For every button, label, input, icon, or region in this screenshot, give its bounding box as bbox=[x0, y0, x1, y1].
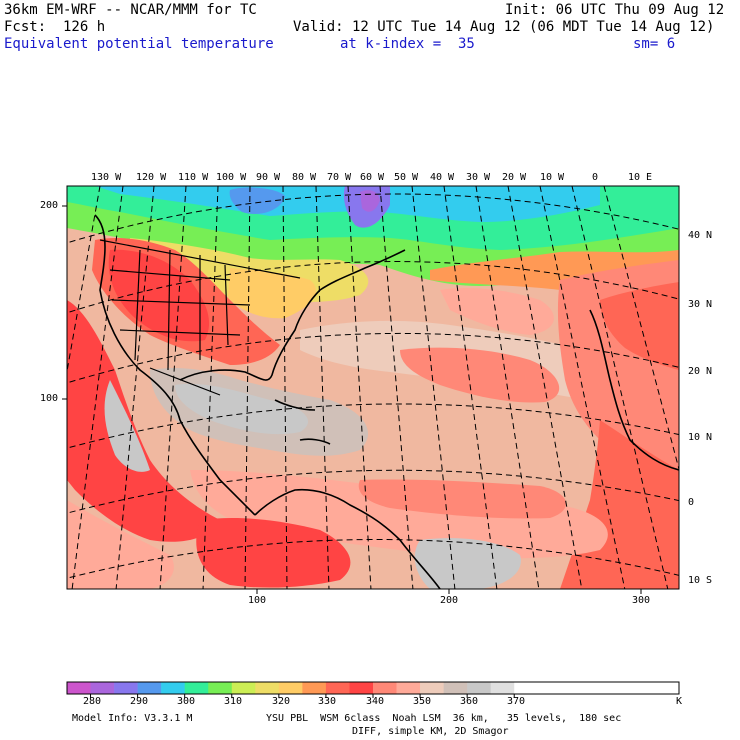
colorbar-tick-label: 340 bbox=[366, 696, 385, 707]
grid-x-label: 100 bbox=[248, 595, 267, 606]
init-time: Init: 06 UTC Thu 09 Aug 12 bbox=[505, 2, 725, 18]
colorbar-tick-label: 290 bbox=[130, 696, 149, 707]
colorbar-swatch bbox=[631, 682, 656, 694]
grid-y-label: 100 bbox=[40, 393, 59, 404]
colorbar-swatch bbox=[278, 682, 303, 694]
colorbar-swatch bbox=[608, 682, 633, 694]
lat-label: 0 bbox=[688, 497, 695, 508]
lon-label: 60 W bbox=[360, 172, 385, 183]
valid-time: Valid: 12 UTC Tue 14 Aug 12 (06 MDT Tue … bbox=[293, 19, 715, 35]
colorbar-swatch bbox=[255, 682, 280, 694]
colorbar-tick-label: 300 bbox=[177, 696, 196, 707]
lon-label: 10 W bbox=[540, 172, 565, 183]
longitude-lines bbox=[67, 186, 679, 589]
lon-label: 120 W bbox=[136, 172, 167, 183]
colorbar-swatch bbox=[302, 682, 327, 694]
colorbar-swatch bbox=[208, 682, 233, 694]
lon-label: 30 W bbox=[466, 172, 491, 183]
colorbar-unit: K bbox=[676, 696, 683, 707]
colorbar-tick-label: 280 bbox=[83, 696, 102, 707]
diffusion-info: DIFF, simple KM, 2D Smagor bbox=[352, 726, 509, 737]
lon-label: 130 W bbox=[91, 172, 122, 183]
colorbar-swatch bbox=[349, 682, 374, 694]
colorbar-swatch bbox=[184, 682, 209, 694]
colorbar-tick-label: 360 bbox=[460, 696, 479, 707]
lat-label: 20 N bbox=[688, 366, 713, 377]
lon-label: 0 bbox=[592, 172, 599, 183]
lon-label: 50 W bbox=[394, 172, 419, 183]
grid-ticks bbox=[62, 205, 642, 594]
colorbar-tick-label: 310 bbox=[224, 696, 243, 707]
political-borders bbox=[99, 239, 301, 396]
colorbar-swatch bbox=[161, 682, 185, 694]
colorbar-swatch bbox=[231, 682, 256, 694]
lat-label: 10 N bbox=[688, 432, 713, 443]
colorbar-swatch bbox=[373, 682, 397, 694]
colorbar-swatch bbox=[514, 682, 539, 694]
colorbar-tick-label: 330 bbox=[318, 696, 337, 707]
map-frame bbox=[66, 185, 680, 590]
lon-label: 110 W bbox=[178, 172, 209, 183]
lon-label: 100 W bbox=[216, 172, 247, 183]
colorbar-swatch bbox=[420, 682, 444, 694]
colorbar-swatch bbox=[561, 682, 586, 694]
field-name: Equivalent potential temperature bbox=[4, 36, 274, 52]
grid-x-label: 300 bbox=[632, 595, 651, 606]
colorbar-swatch bbox=[537, 682, 562, 694]
colorbar-swatch bbox=[325, 682, 350, 694]
lon-label: 20 W bbox=[502, 172, 527, 183]
lon-label: 40 W bbox=[430, 172, 455, 183]
grid-x-label: 200 bbox=[440, 595, 459, 606]
physics-info: YSU PBL WSM 6class Noah LSM 36 km, 35 le… bbox=[266, 713, 622, 724]
theta-e-field bbox=[67, 186, 679, 589]
lon-label: 80 W bbox=[292, 172, 317, 183]
colorbar-tick-label: 350 bbox=[413, 696, 432, 707]
grid-y-label: 200 bbox=[40, 200, 59, 211]
lon-label: 10 E bbox=[628, 172, 653, 183]
colorbar-swatch bbox=[137, 682, 162, 694]
colorbar-swatch bbox=[655, 682, 680, 694]
lat-label: 10 S bbox=[688, 575, 713, 586]
lon-label: 90 W bbox=[256, 172, 281, 183]
level-label: at k-index = 35 bbox=[340, 36, 475, 52]
model-title: 36km EM-WRF -- NCAR/MMM for TC bbox=[4, 2, 257, 18]
colorbar-tick-label: 370 bbox=[507, 696, 526, 707]
colorbar-swatch bbox=[114, 682, 138, 694]
colorbar-swatch bbox=[90, 682, 115, 694]
lat-label: 30 N bbox=[688, 299, 713, 310]
model-info: Model Info: V3.3.1 M bbox=[72, 713, 193, 724]
colorbar-swatch bbox=[467, 682, 491, 694]
smoothing-label: sm= 6 bbox=[633, 36, 676, 52]
lon-label: 70 W bbox=[327, 172, 352, 183]
colorbar-swatch bbox=[584, 682, 609, 694]
lat-label: 40 N bbox=[688, 230, 713, 241]
colorbar-tick-label: 320 bbox=[272, 696, 291, 707]
colorbar-swatch bbox=[396, 682, 421, 694]
colorbar-swatch bbox=[67, 682, 91, 694]
latitude-lines bbox=[67, 193, 679, 579]
forecast-hour: Fcst: 126 h bbox=[4, 19, 106, 35]
colorbar-swatch bbox=[443, 682, 468, 694]
colorbar-swatch bbox=[490, 682, 515, 694]
coastlines bbox=[94, 214, 679, 589]
